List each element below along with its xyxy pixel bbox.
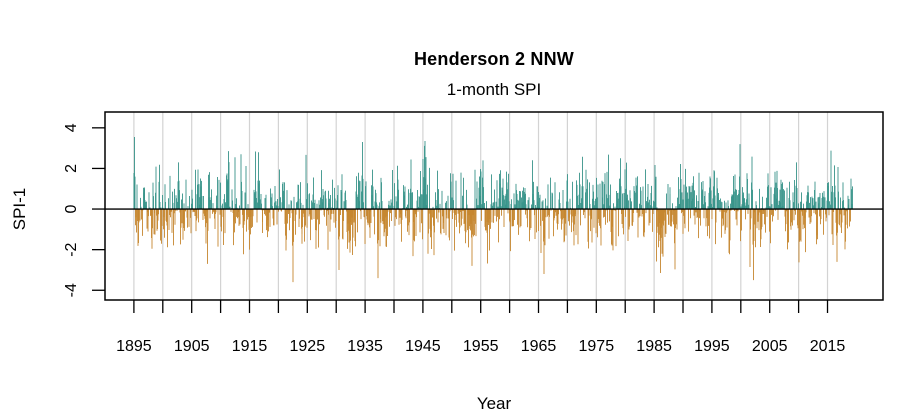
y-tick-label: 0 [63, 204, 80, 213]
x-tick-label: 1935 [347, 338, 383, 355]
chart-subtitle: 1-month SPI [446, 80, 542, 99]
x-tick-label: 1925 [290, 338, 326, 355]
x-tick-label: 1905 [174, 338, 210, 355]
x-tick-label: 1955 [463, 338, 499, 355]
x-tick-label: 2005 [752, 338, 788, 355]
x-tick-label: 1915 [232, 338, 268, 355]
y-tick-label: 2 [63, 164, 80, 173]
x-axis-label: Year [476, 394, 512, 413]
y-tick-label: 4 [63, 123, 80, 132]
x-tick-label: 2015 [810, 338, 846, 355]
x-tick-label: 1895 [116, 338, 152, 355]
y-tick-label: -4 [63, 283, 80, 297]
x-tick-label: 1995 [694, 338, 730, 355]
y-tick-label: -2 [63, 242, 80, 256]
x-tick-label: 1945 [405, 338, 441, 355]
x-tick-label: 1985 [636, 338, 672, 355]
chart-title: Henderson 2 NNW [413, 49, 575, 69]
x-tick-label: 1975 [579, 338, 615, 355]
x-tick-label: 1965 [521, 338, 557, 355]
plot-box [104, 111, 884, 301]
